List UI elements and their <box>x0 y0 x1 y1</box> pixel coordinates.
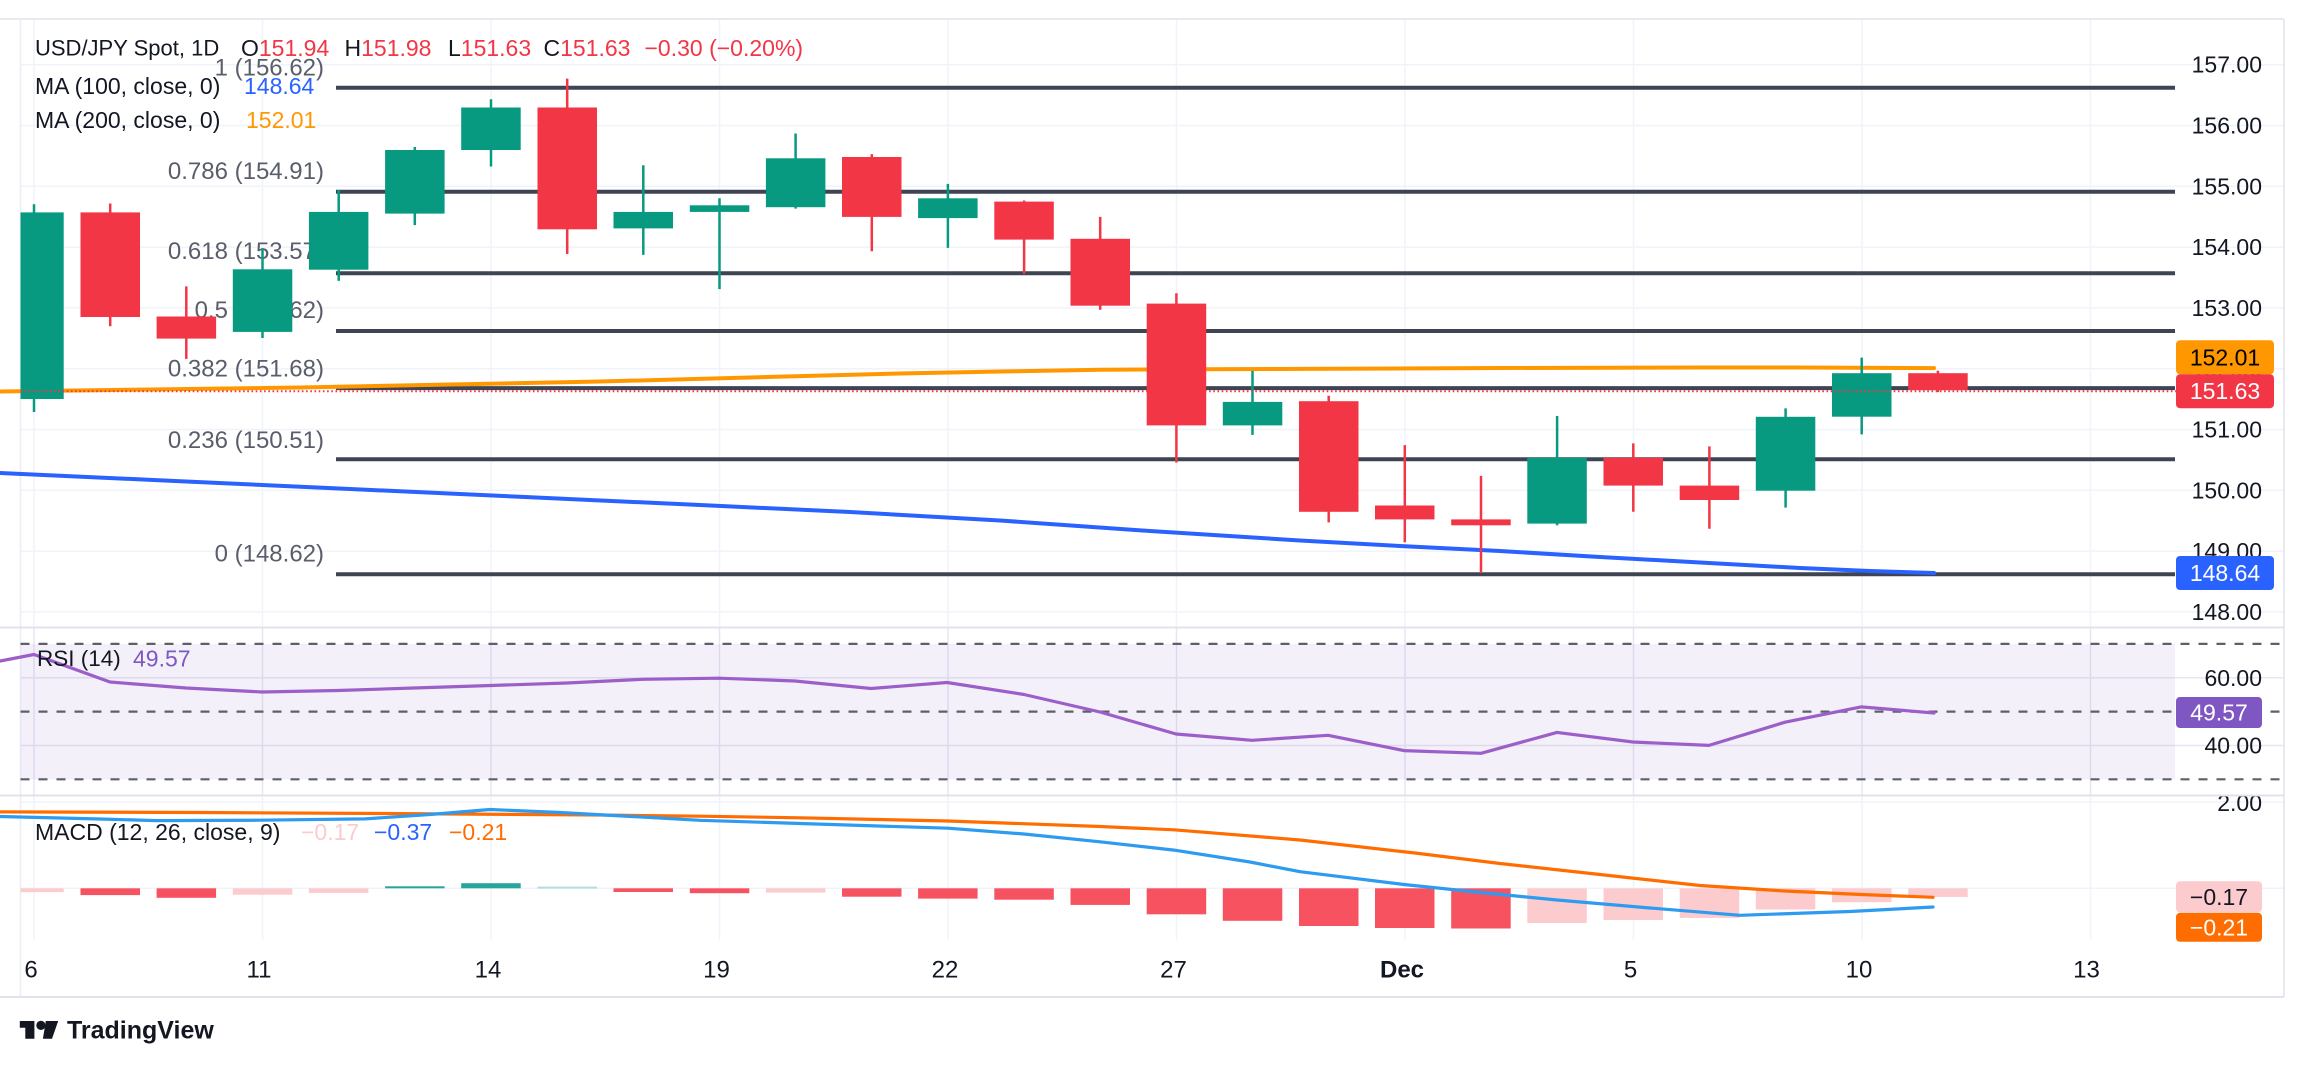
svg-text:Dec: Dec <box>1380 957 1424 984</box>
svg-text:154.00: 154.00 <box>2192 234 2262 260</box>
svg-text:5: 5 <box>1624 957 1637 984</box>
svg-text:−0.21: −0.21 <box>449 819 507 845</box>
svg-text:0.786 (154.91): 0.786 (154.91) <box>168 158 324 185</box>
svg-text:H151.98: H151.98 <box>345 35 432 61</box>
svg-text:11: 11 <box>247 957 272 984</box>
svg-text:22: 22 <box>932 957 959 984</box>
svg-text:157.00: 157.00 <box>2192 52 2262 78</box>
svg-text:49.57: 49.57 <box>2190 700 2248 726</box>
svg-text:156.00: 156.00 <box>2192 113 2262 139</box>
svg-text:0.618 (153.57): 0.618 (153.57) <box>168 238 324 265</box>
svg-text:TradingView: TradingView <box>67 1017 214 1045</box>
svg-text:0.236 (150.51): 0.236 (150.51) <box>168 427 324 454</box>
svg-text:49.57: 49.57 <box>133 646 191 672</box>
svg-text:152.01: 152.01 <box>2190 344 2260 370</box>
svg-text:13: 13 <box>2073 957 2100 984</box>
svg-text:150.00: 150.00 <box>2192 477 2262 503</box>
svg-text:MA (100, close, 0): MA (100, close, 0) <box>35 73 220 99</box>
svg-text:148.64: 148.64 <box>2190 560 2261 586</box>
svg-text:MACD (12, 26, close, 9): MACD (12, 26, close, 9) <box>35 819 280 845</box>
svg-text:40.00: 40.00 <box>2204 733 2262 759</box>
svg-text:−0.30 (−0.20%): −0.30 (−0.20%) <box>645 35 804 61</box>
svg-text:1 (156.62): 1 (156.62) <box>215 55 324 82</box>
svg-text:−0.17: −0.17 <box>2190 884 2248 910</box>
svg-text:14: 14 <box>475 957 502 984</box>
svg-text:155.00: 155.00 <box>2192 173 2262 199</box>
svg-text:MA (200, close, 0): MA (200, close, 0) <box>35 107 220 133</box>
svg-text:0.382 (151.68): 0.382 (151.68) <box>168 355 324 382</box>
svg-text:RSI (14): RSI (14) <box>37 646 121 671</box>
svg-text:148.00: 148.00 <box>2192 599 2262 625</box>
svg-text:152.01: 152.01 <box>246 107 316 133</box>
svg-text:148.64: 148.64 <box>244 73 315 99</box>
svg-text:USD/JPY Spot, 1D: USD/JPY Spot, 1D <box>35 36 219 61</box>
svg-text:151.63: 151.63 <box>2190 378 2260 404</box>
svg-text:0 (148.62): 0 (148.62) <box>215 540 324 567</box>
svg-text:151.00: 151.00 <box>2192 417 2262 443</box>
svg-text:27: 27 <box>1160 957 1187 984</box>
svg-text:19: 19 <box>703 957 730 984</box>
svg-text:−0.17: −0.17 <box>301 819 359 845</box>
svg-text:153.00: 153.00 <box>2192 295 2262 321</box>
svg-text:10: 10 <box>1846 957 1873 984</box>
svg-text:−0.21: −0.21 <box>2190 914 2248 940</box>
svg-text:O151.94: O151.94 <box>241 35 329 61</box>
svg-text:L151.63: L151.63 <box>448 35 531 61</box>
svg-text:60.00: 60.00 <box>2204 665 2262 691</box>
svg-text:2.00: 2.00 <box>2217 790 2262 816</box>
svg-text:−0.37: −0.37 <box>374 819 432 845</box>
svg-text:C151.63: C151.63 <box>544 35 631 61</box>
svg-text:6: 6 <box>24 957 37 984</box>
